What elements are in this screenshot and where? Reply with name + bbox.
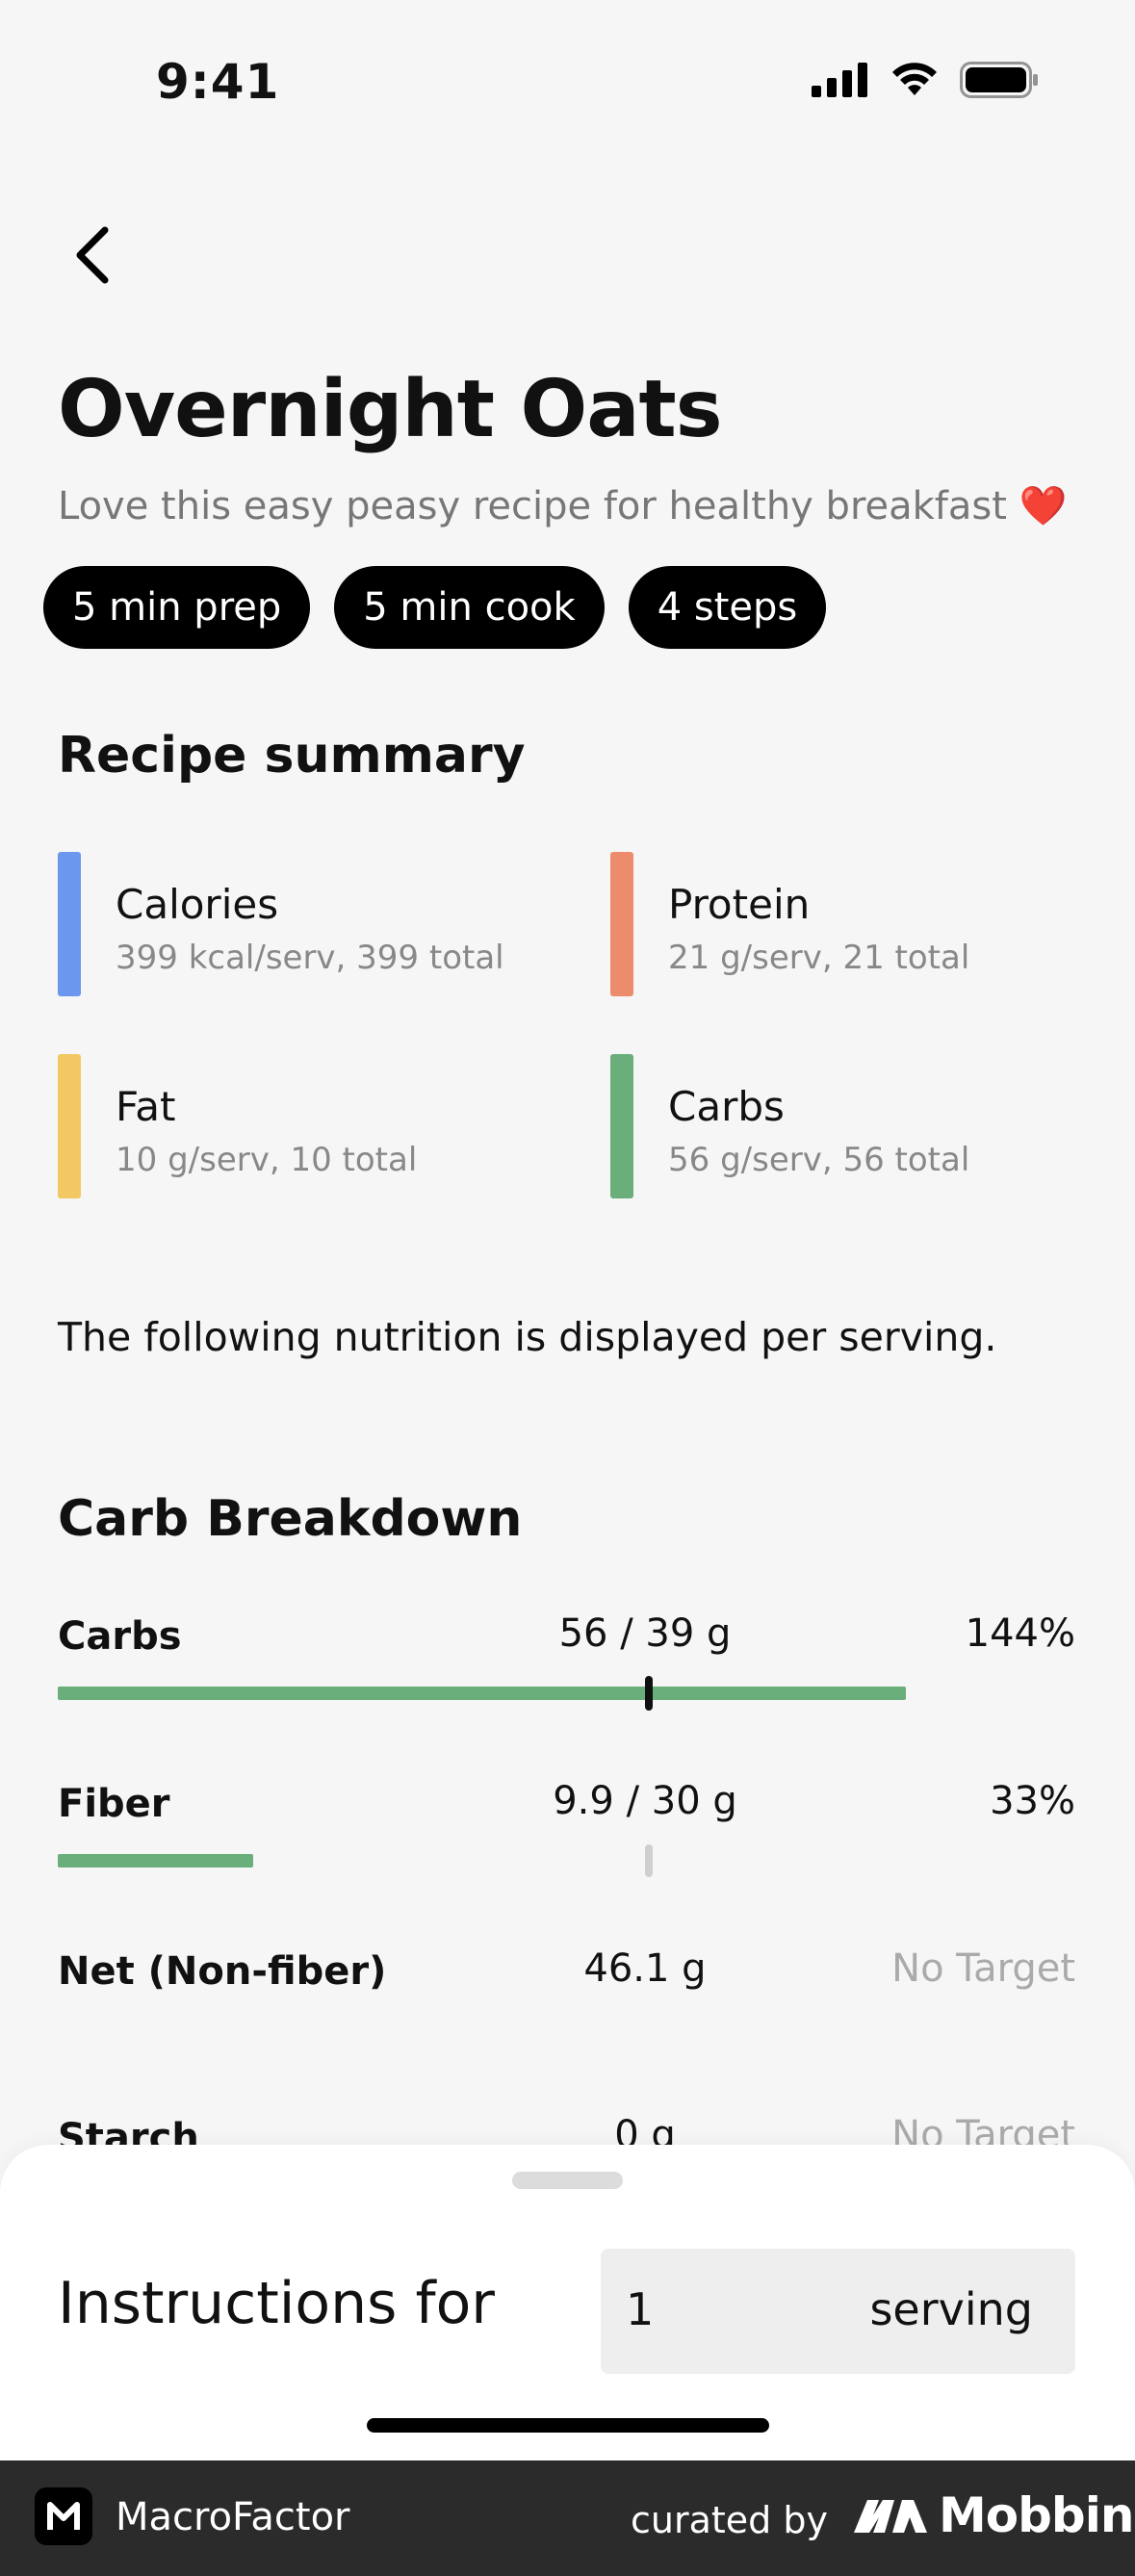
cook-time-chip: 5 min cook bbox=[334, 566, 605, 649]
macro-color-bar bbox=[58, 1054, 81, 1198]
status-bar: 9:41 bbox=[0, 0, 1135, 168]
macro-fat: Fat 10 g/serv, 10 total bbox=[58, 1054, 558, 1198]
macro-name: Protein bbox=[668, 881, 811, 928]
macro-color-bar bbox=[610, 852, 633, 996]
macro-name: Fat bbox=[116, 1083, 176, 1130]
macrofactor-logo-icon bbox=[35, 2487, 92, 2545]
macro-color-bar bbox=[58, 852, 81, 996]
carbs-row-percent: 144% bbox=[965, 1611, 1075, 1656]
footer-app-name: MacroFactor bbox=[116, 2495, 350, 2539]
carbs-target-marker bbox=[645, 1676, 653, 1711]
recipe-title: Overnight Oats bbox=[58, 364, 723, 455]
fiber-row-label: Fiber bbox=[58, 1782, 170, 1826]
mobbin-logo-icon bbox=[854, 2500, 927, 2533]
status-icons bbox=[812, 62, 1039, 98]
serving-quantity-input[interactable]: 1 bbox=[626, 2283, 655, 2335]
steps-chip: 4 steps bbox=[628, 566, 827, 649]
sheet-drag-handle[interactable] bbox=[512, 2172, 623, 2189]
battery-icon bbox=[960, 62, 1038, 98]
macro-color-bar bbox=[610, 1054, 633, 1198]
back-button[interactable] bbox=[48, 212, 135, 298]
macro-name: Carbs bbox=[668, 1083, 785, 1130]
macro-detail: 399 kcal/serv, 399 total bbox=[116, 939, 504, 977]
instructions-sheet: Instructions for 1 serving bbox=[0, 2145, 1135, 2460]
footer-brand-name: Mobbin bbox=[939, 2487, 1134, 2543]
fiber-row-percent: 33% bbox=[990, 1779, 1075, 1823]
footer-curated-by: curated by bbox=[631, 2499, 828, 2541]
net-row-label: Net (Non-fiber) bbox=[58, 1949, 387, 1994]
per-serving-note: The following nutrition is displayed per… bbox=[58, 1314, 997, 1360]
carbs-progress-bar bbox=[58, 1687, 906, 1700]
carbs-row-label: Carbs bbox=[58, 1614, 182, 1659]
macro-detail: 10 g/serv, 10 total bbox=[116, 1141, 418, 1179]
status-time: 9:41 bbox=[156, 54, 280, 110]
home-indicator bbox=[367, 2418, 769, 2433]
macro-calories: Calories 399 kcal/serv, 399 total bbox=[58, 852, 558, 996]
wifi-icon bbox=[892, 63, 937, 95]
cellular-signal-icon bbox=[812, 63, 867, 97]
recipe-summary-title: Recipe summary bbox=[58, 727, 526, 785]
macro-protein: Protein 21 g/serv, 21 total bbox=[610, 852, 1111, 996]
carb-breakdown-title: Carb Breakdown bbox=[58, 1490, 523, 1548]
macro-carbs: Carbs 56 g/serv, 56 total bbox=[610, 1054, 1111, 1198]
instructions-label: Instructions for bbox=[58, 2270, 495, 2337]
recipe-chips: 5 min prep 5 min cook 4 steps bbox=[43, 566, 827, 649]
fiber-target-marker bbox=[645, 1844, 653, 1877]
net-row-value: 46.1 g bbox=[583, 1946, 707, 1991]
serving-unit-label: serving bbox=[869, 2283, 1033, 2335]
mobbin-brand: Mobbin bbox=[852, 2487, 1134, 2543]
fiber-row-value: 9.9 / 30 g bbox=[553, 1779, 737, 1823]
serving-selector[interactable]: 1 serving bbox=[601, 2249, 1075, 2374]
fiber-progress-bar bbox=[58, 1854, 253, 1868]
macro-name: Calories bbox=[116, 881, 279, 928]
carbs-row-value: 56 / 39 g bbox=[558, 1611, 732, 1656]
macro-detail: 56 g/serv, 56 total bbox=[668, 1141, 970, 1179]
footer-bar: MacroFactor curated by Mobbin bbox=[0, 2460, 1135, 2576]
macro-detail: 21 g/serv, 21 total bbox=[668, 939, 970, 977]
chevron-left-icon bbox=[76, 226, 109, 284]
prep-time-chip: 5 min prep bbox=[43, 566, 311, 649]
recipe-description: Love this easy peasy recipe for healthy … bbox=[58, 484, 1068, 528]
net-row-target: No Target bbox=[891, 1946, 1075, 1991]
